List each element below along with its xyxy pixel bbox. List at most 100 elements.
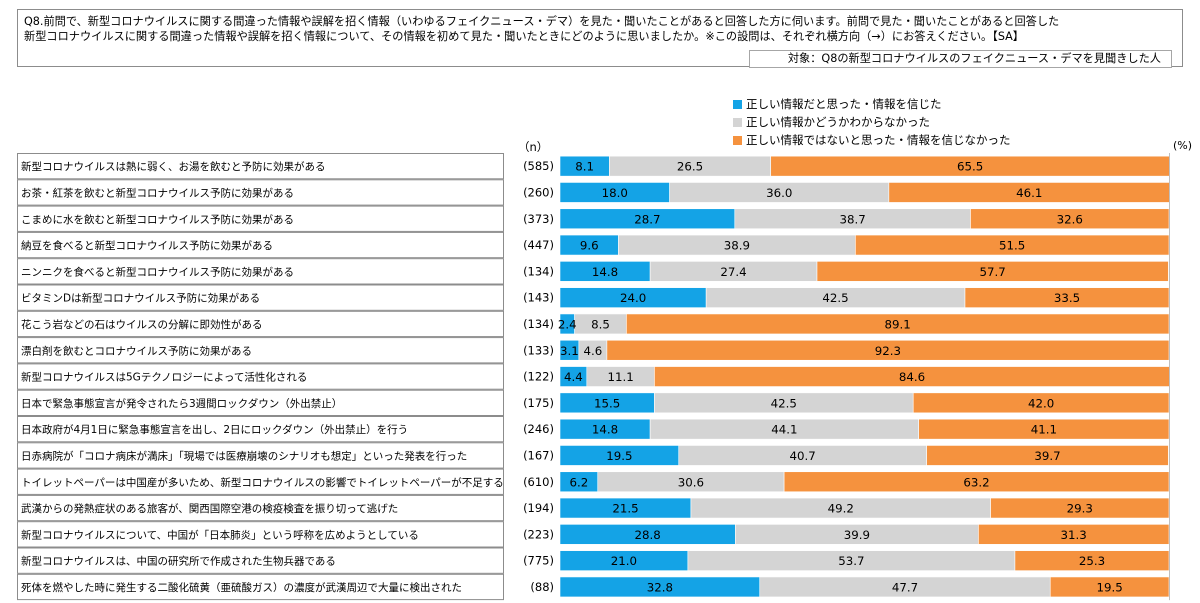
- bar-value-label: 18.0: [602, 186, 628, 200]
- bar-value-label: 84.6: [899, 370, 925, 384]
- legend-label: 正しい情報かどうかわからなかった: [746, 115, 930, 129]
- bar-value-label: 19.5: [606, 449, 632, 463]
- row-label: トイレットペーパーは中国産が多いため、新型コロナウイルスの影響でトイレットペーパ…: [21, 476, 504, 489]
- bar-value-label: 19.5: [1096, 580, 1122, 594]
- row-label-cell: [17, 310, 504, 338]
- row-label-cell: [17, 284, 504, 311]
- legend-label: 正しい情報ではないと思った・情報を信じなかった: [746, 133, 1011, 147]
- bar-value-label: 32.6: [1057, 212, 1083, 226]
- n-column-header: （n）: [518, 140, 549, 154]
- bar-value-label: 4.6: [584, 344, 603, 358]
- legend-label: 正しい情報だと思った・情報を信じた: [746, 97, 942, 111]
- bar-value-label: 42.5: [822, 291, 848, 305]
- row-n-value: (175): [523, 396, 554, 410]
- row-n-value: (775): [523, 554, 554, 568]
- row-label: 花こう岩などの石はウイルスの分解に即効性がある: [21, 318, 263, 331]
- bar-value-label: 39.7: [1034, 449, 1060, 463]
- bar-value-label: 32.8: [647, 580, 673, 594]
- row-n-value: (167): [523, 448, 554, 462]
- row-n-value: (122): [523, 370, 554, 384]
- row-label-cell: [17, 231, 504, 259]
- bar-value-label: 53.7: [838, 554, 864, 568]
- percent-unit-label: (%): [1173, 139, 1193, 152]
- bar-value-label: 27.4: [720, 265, 746, 279]
- question-line-2: 新型コロナウイルスに関する間違った情報や誤解を招く情報について、その情報を初めて…: [24, 30, 1024, 43]
- legend-swatch: [733, 136, 742, 145]
- bar-value-label: 57.7: [980, 265, 1006, 279]
- bar-value-label: 47.7: [892, 580, 918, 594]
- bar-value-label: 30.6: [678, 475, 704, 489]
- row-label-cell: [17, 468, 504, 495]
- bar-value-label: 9.6: [580, 239, 599, 253]
- row-label-cell: [17, 573, 504, 601]
- row-label-cell: [17, 416, 504, 443]
- bar-value-label: 21.0: [611, 554, 637, 568]
- bar-value-label: 25.3: [1079, 554, 1105, 568]
- target-audience-label: 対象：Q8の新型コロナウイルスのフェイクニュース・デマを見聞きした人: [748, 50, 1172, 68]
- bar-value-label: 51.5: [999, 239, 1025, 253]
- row-n-value: (194): [523, 501, 554, 515]
- row-n-value: (447): [523, 238, 554, 252]
- row-n-value: (260): [523, 185, 554, 199]
- bar-value-label: 26.5: [677, 160, 703, 174]
- bar-value-label: 31.3: [1061, 528, 1087, 542]
- row-label: 新型コロナウイルスは熱に弱く、お湯を飲むと予防に効果がある: [21, 160, 326, 173]
- row-n-value: (223): [523, 527, 554, 541]
- row-n-value: (134): [523, 317, 554, 331]
- bar-value-label: 39.9: [844, 528, 870, 542]
- row-label: 新型コロナウイルスは、中国の研究所で作成された生物兵器である: [21, 555, 336, 568]
- row-label: こまめに水を飲むと新型コロナウイルス予防に効果がある: [21, 213, 294, 226]
- bar-value-label: 89.1: [885, 317, 911, 331]
- row-label: お茶・紅茶を飲むと新型コロナウイルス予防に効果がある: [21, 186, 294, 199]
- row-n-value: (246): [523, 422, 554, 436]
- bar-value-label: 14.8: [592, 423, 618, 437]
- bar-value-label: 8.1: [575, 160, 594, 174]
- row-label-cell: [17, 494, 504, 522]
- bar-value-label: 14.8: [592, 265, 618, 279]
- legend-item: 正しい情報かどうかわからなかった: [733, 113, 1011, 131]
- bar-value-label: 33.5: [1054, 291, 1080, 305]
- bar-value-label: 6.2: [569, 475, 588, 489]
- row-n-value: (373): [523, 212, 554, 226]
- row-n-value: (585): [523, 159, 554, 173]
- row-n-value: (133): [523, 343, 554, 357]
- row-n-value: (88): [530, 580, 554, 594]
- legend-swatch: [733, 118, 742, 127]
- bar-value-label: 15.5: [594, 396, 620, 410]
- row-label: 納豆を食べると新型コロナウイルス予防に効果がある: [21, 239, 273, 252]
- row-label: 死体を燃やした時に発生する二酸化硫黄（亜硫酸ガス）の濃度が武漢周辺で大量に検出さ…: [21, 581, 462, 594]
- bar-value-label: 3.1: [560, 344, 579, 358]
- row-label-cell: [17, 363, 504, 390]
- bar-value-label: 36.0: [766, 186, 792, 200]
- row-label-cell: [17, 442, 504, 469]
- row-label-cell: [17, 337, 504, 364]
- bar-value-label: 24.0: [620, 291, 646, 305]
- row-label: 新型コロナウイルスは5Gテクノロジーによって活性化される: [21, 371, 307, 384]
- bar-value-label: 41.1: [1031, 423, 1057, 437]
- row-label: 武漢からの発熱症状のある旅客が、関西国際空港の検疫検査を振り切って逃げた: [21, 502, 398, 515]
- row-label: ニンニクを食べると新型コロナウイルス予防に効果がある: [21, 265, 294, 278]
- bar-value-label: 28.8: [635, 528, 661, 542]
- row-label-cell: [17, 153, 504, 180]
- row-label-cell: [17, 547, 504, 574]
- bar-value-label: 21.5: [612, 502, 638, 516]
- row-label-cell: [17, 521, 504, 548]
- question-text: Q8.前問で、新型コロナウイルスに関する間違った情報や誤解を招く情報（いわゆるフ…: [24, 14, 1176, 44]
- bar-value-label: 46.1: [1016, 186, 1042, 200]
- row-label-cell: [17, 179, 504, 206]
- legend-swatch: [733, 100, 742, 109]
- bar-value-label: 4.4: [564, 370, 583, 384]
- row-label-cell: [17, 389, 504, 417]
- question-line-1: Q8.前問で、新型コロナウイルスに関する間違った情報や誤解を招く情報（いわゆるフ…: [24, 15, 1060, 28]
- row-n-value: (134): [523, 264, 554, 278]
- bar-segment: [926, 445, 1169, 466]
- row-n-value: (143): [523, 291, 554, 305]
- legend-item: 正しい情報ではないと思った・情報を信じなかった: [733, 131, 1011, 149]
- bar-value-label: 42.5: [771, 396, 797, 410]
- bar-segment: [816, 261, 1169, 282]
- bar-value-label: 42.0: [1028, 396, 1054, 410]
- question-box: Q8.前問で、新型コロナウイルスに関する間違った情報や誤解を招く情報（いわゆるフ…: [17, 9, 1183, 68]
- row-label: 漂白剤を飲むとコロナウイルス予防に効果がある: [21, 344, 252, 357]
- bar-value-label: 8.5: [591, 317, 610, 331]
- bar-value-label: 49.2: [828, 502, 854, 516]
